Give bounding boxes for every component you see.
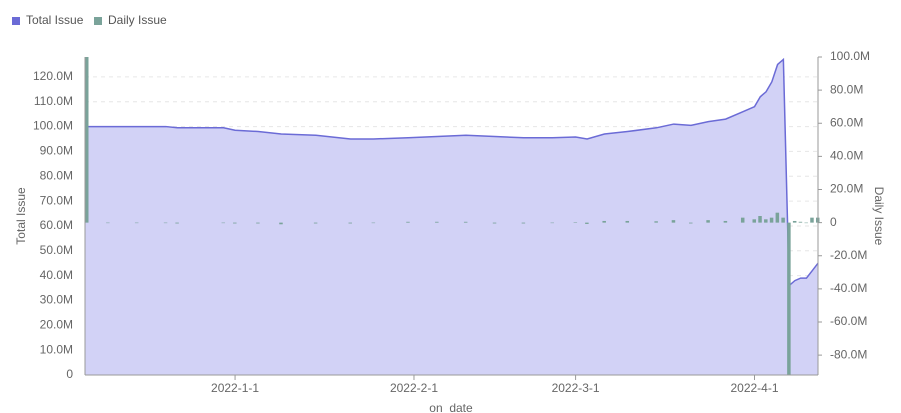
bar [764, 219, 768, 223]
y-tick-label: 80.0M [40, 168, 73, 182]
bar [163, 222, 168, 224]
legend-label: Daily Issue [108, 13, 167, 27]
bar [550, 222, 555, 224]
bar [279, 222, 283, 225]
y-axis-title: Total Issue [14, 187, 28, 245]
bar [256, 222, 260, 224]
bar [106, 222, 110, 224]
x-tick-label: 2022-2-1 [390, 381, 438, 395]
x-tick-label: 2022-3-1 [552, 381, 600, 395]
y-tick-label: 60.0M [40, 218, 73, 232]
y2-tick-label: 100.0M [830, 49, 870, 63]
bar [313, 222, 318, 224]
y2-tick-label: 40.0M [830, 149, 863, 163]
bar [723, 220, 728, 223]
y2-axis-title: Daily Issue [872, 187, 886, 246]
bar [810, 217, 814, 223]
bar [804, 222, 808, 224]
bar [348, 222, 352, 224]
bar [769, 217, 774, 223]
y-tick-label: 20.0M [40, 317, 73, 331]
bar [625, 220, 630, 223]
bar [371, 222, 376, 224]
bar [134, 222, 139, 224]
bar [463, 221, 468, 223]
y2-tick-label: -80.0M [830, 347, 867, 361]
y2-tick-label: 0 [830, 215, 837, 229]
legend: Total Issue Daily Issue [12, 13, 167, 27]
x-tick-label: 2022-1-1 [211, 381, 259, 395]
y-tick-label: 90.0M [40, 144, 73, 158]
bar [654, 221, 658, 223]
y-tick-label: 100.0M [33, 119, 73, 133]
y-tick-label: 40.0M [40, 268, 73, 282]
bar [689, 222, 693, 224]
y2-tick-label: -40.0M [830, 281, 867, 295]
y-tick-label: 30.0M [40, 293, 73, 307]
bar [585, 222, 589, 224]
bar [406, 221, 410, 223]
bar [752, 219, 757, 223]
bar [671, 220, 676, 223]
bar [775, 212, 780, 223]
bar [175, 222, 179, 224]
bar [521, 222, 526, 224]
bar [85, 57, 89, 223]
y-tick-label: 10.0M [40, 342, 73, 356]
bar [798, 221, 803, 223]
area-line [85, 57, 819, 288]
y2-tick-label: -60.0M [830, 314, 867, 328]
bar [781, 217, 785, 223]
bar [602, 220, 606, 223]
y2-tick-label: 80.0M [830, 82, 863, 96]
x-tick-label: 2022-4-1 [730, 381, 778, 395]
bar [573, 222, 578, 223]
bar [492, 222, 497, 224]
y2-tick-label: 60.0M [830, 115, 863, 129]
y2-tick-label: -20.0M [830, 248, 867, 262]
y-tick-label: 110.0M [34, 94, 73, 108]
bar [233, 222, 237, 224]
bar [740, 217, 745, 223]
bar [706, 220, 710, 223]
y-tick-label: 70.0M [40, 193, 73, 207]
legend-swatch [12, 17, 20, 25]
y-tick-label: 0 [66, 367, 73, 381]
legend-swatch [94, 17, 102, 25]
x-axis-title: on_date [429, 401, 473, 413]
bar [435, 221, 439, 223]
y-tick-label: 50.0M [40, 243, 73, 257]
bar [758, 216, 762, 223]
y2-tick-label: 20.0M [830, 182, 863, 196]
area-fill [85, 59, 818, 375]
bar [792, 220, 797, 223]
bar [221, 222, 226, 224]
y-tick-label: 120.0M [33, 69, 73, 83]
legend-label: Total Issue [26, 13, 84, 27]
bar [787, 222, 791, 375]
